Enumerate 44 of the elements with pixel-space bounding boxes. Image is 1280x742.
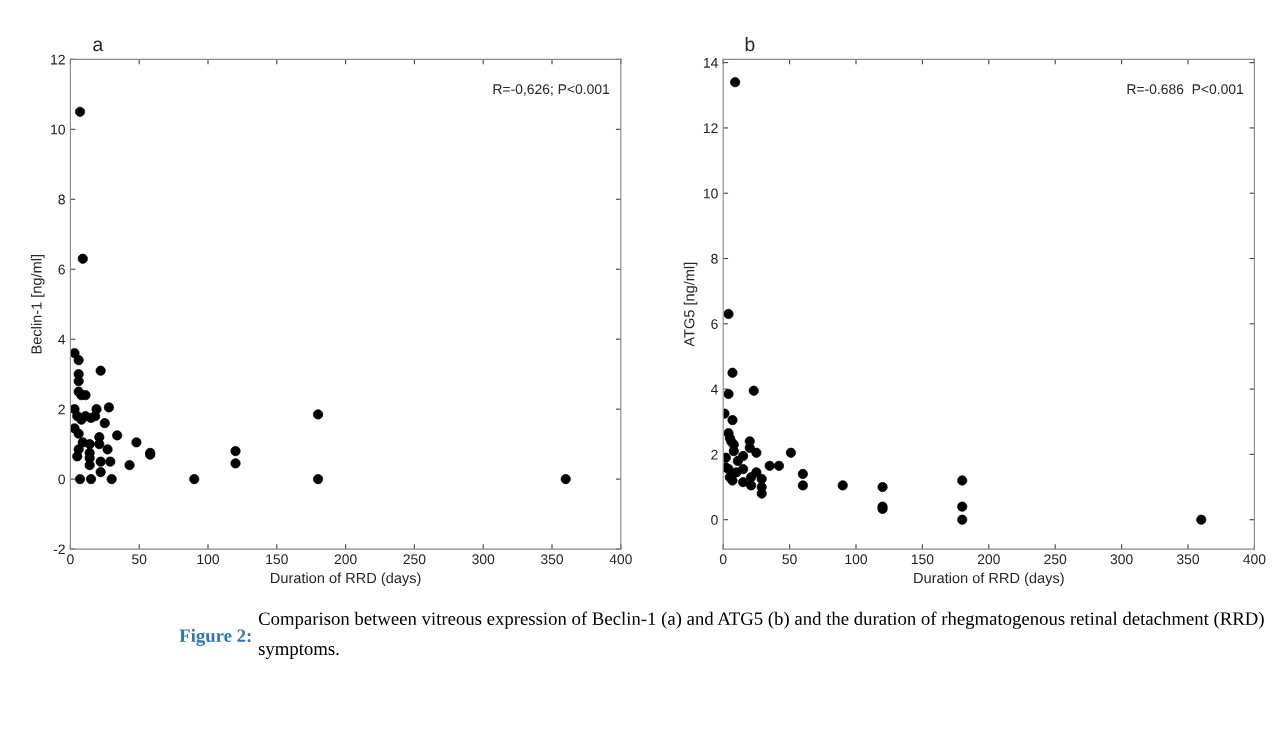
y-tick-label: 2 (58, 404, 65, 415)
y-axis-title: ATG5 [ng/ml] (683, 262, 698, 347)
x-tick-label: 50 (782, 554, 797, 565)
caption: Figure 2: (179, 628, 251, 646)
y-tick-label: 10 (703, 188, 718, 199)
text: Comparison between vitreous expression of Beclin-1 (a) and ATG5 (b) and the duration of rhegmatogenous retinal detachment (RRD) symptoms. (258, 611, 1264, 659)
x-tick-label: 200 (977, 554, 1000, 565)
x-axis-title: Duration of RRD (days) (271, 572, 421, 587)
x-tick-label: 400 (609, 554, 632, 565)
y-tick-label: 8 (58, 194, 65, 205)
y-tick-label: 8 (711, 253, 718, 264)
x-tick-label: 0 (67, 554, 74, 565)
x-tick-label: 150 (911, 554, 934, 565)
y-axis-title: Beclin-1 [ng/ml] (30, 255, 45, 354)
x-tick-label: 350 (1176, 554, 1200, 565)
x-tick-label: 100 (845, 554, 868, 565)
x-tick-label: 0 (719, 554, 727, 565)
x-tick-label: 250 (1044, 554, 1067, 565)
y-tick-label: 14 (703, 58, 718, 68)
annotation: R=-0,626; P<0.001 (493, 84, 610, 96)
y-tick-label: 4 (58, 334, 66, 345)
x-tick-label: 350 (540, 554, 564, 565)
y-tick-label: 12 (703, 123, 718, 133)
x-tick-label: 250 (403, 554, 426, 565)
y-tick-label: 12 (51, 54, 65, 65)
annotation: R=-0.686 P<0.001 (1127, 84, 1244, 95)
x-tick-label: 100 (197, 554, 220, 565)
y-tick-label: 6 (711, 319, 718, 329)
y-tick-label: 10 (51, 124, 65, 135)
y-tick-label: 2 (711, 449, 718, 460)
x-tick-label: 300 (472, 554, 495, 565)
y-tick-label: 0 (711, 515, 718, 525)
x-axis-title: Duration of RRD (days) (914, 572, 1064, 587)
y-tick-label: 6 (58, 264, 65, 275)
chart-title: a (93, 40, 104, 52)
y-tick-label: 0 (58, 474, 65, 485)
x-tick-label: 150 (266, 554, 288, 565)
x-tick-label: 50 (132, 554, 147, 565)
y-tick-label: 4 (710, 384, 718, 395)
x-tick-label: 300 (1110, 554, 1133, 565)
x-tick-label: 200 (334, 554, 357, 565)
x-tick-label: 400 (1243, 554, 1266, 565)
y-tick-label: -2 (53, 544, 65, 555)
chart-title: b (745, 36, 755, 52)
